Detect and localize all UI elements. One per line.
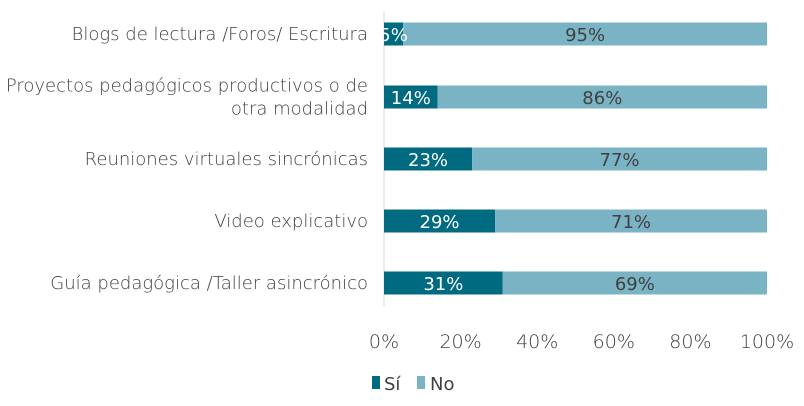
bar-no (472, 147, 767, 171)
legend-swatch-si (372, 376, 380, 389)
bar-si (384, 85, 438, 109)
category-label: Video explicativo (214, 211, 368, 232)
data-label-si: 31% (423, 274, 463, 295)
data-label-si: 23% (408, 150, 448, 171)
bar-no (403, 22, 767, 46)
bar-no (502, 271, 767, 295)
data-label-si: 5% (379, 25, 408, 46)
bar-no (437, 85, 767, 109)
x-tick-label: 40% (516, 331, 558, 353)
x-tick-label: 20% (439, 331, 481, 353)
category-label: Blogs de lectura /Foros/ Escritura (72, 24, 368, 45)
category-label: Guía pedagógica /Taller asincrónico (50, 273, 368, 294)
legend-label-si: Sí (384, 374, 401, 395)
x-tick-label: 60% (593, 331, 635, 353)
x-tick-label: 100% (740, 331, 794, 353)
data-label-no: 77% (600, 150, 640, 171)
data-label-si: 14% (391, 88, 431, 109)
data-label-si: 29% (420, 212, 460, 233)
x-axis-ticks: 0% 20% 40% 60% 80% 100% (369, 331, 794, 353)
category-label: otra modalidad (231, 99, 368, 120)
legend-swatch-no (417, 376, 425, 389)
legend-label-no: No (430, 374, 454, 395)
legend: Sí No (372, 374, 454, 395)
x-tick-label: 0% (369, 331, 399, 353)
category-label: Proyectos pedagógicos productivos o de (6, 76, 368, 97)
category-label: Reuniones virtuales sincrónicas (85, 149, 368, 170)
data-label-no: 71% (611, 212, 651, 233)
data-label-no: 95% (565, 25, 605, 46)
data-label-no: 86% (582, 88, 622, 109)
bar-si (384, 147, 473, 171)
bar-si (384, 271, 503, 295)
bar-si (384, 209, 496, 233)
x-tick-label: 80% (669, 331, 711, 353)
data-label-no: 69% (615, 274, 655, 295)
bar-no (495, 209, 767, 233)
bars-group: 5% 95% 14% 86% 23% 77% 29% 71% 31% 69% (379, 22, 767, 295)
category-labels: Blogs de lectura /Foros/ Escritura Proyec… (6, 24, 368, 294)
bar-si (384, 22, 404, 46)
